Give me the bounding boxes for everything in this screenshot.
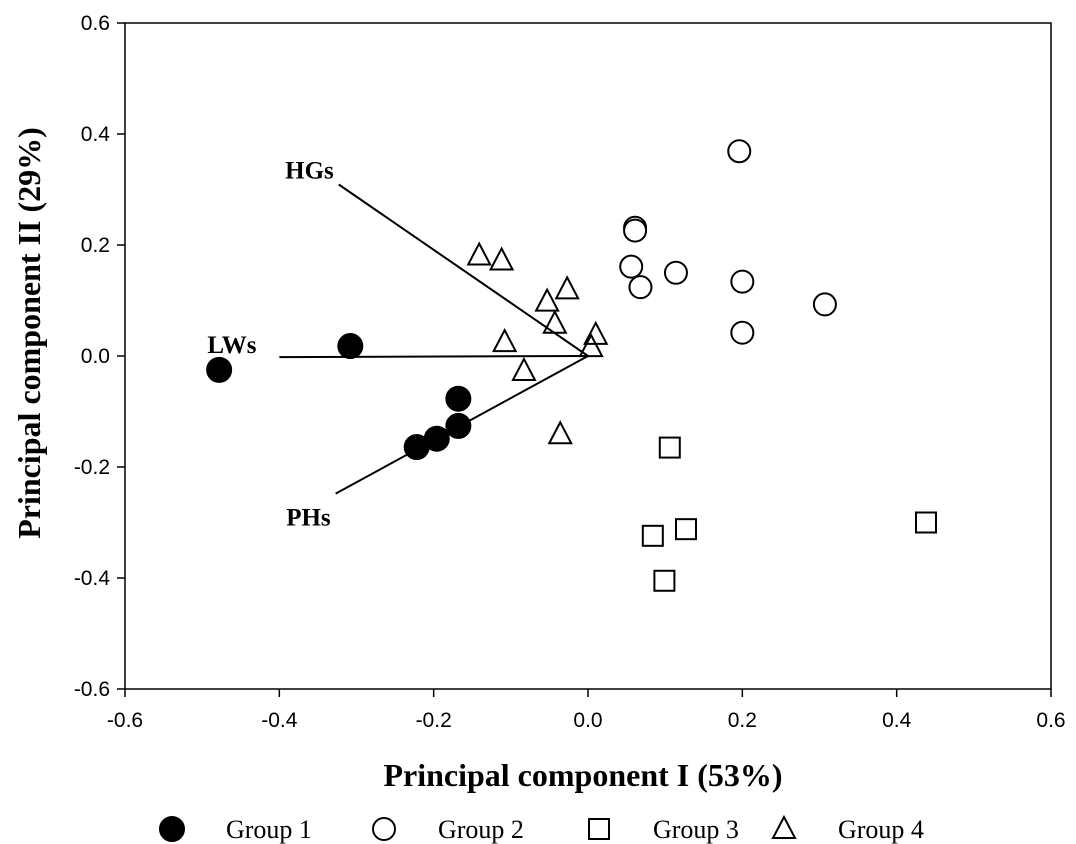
group-2-point bbox=[727, 139, 752, 164]
legend-label-group-1: Group 1 bbox=[226, 815, 312, 844]
x-tick-label: -0.4 bbox=[261, 709, 298, 732]
group-3-point bbox=[653, 569, 676, 592]
group-2-point bbox=[663, 260, 688, 285]
group-2-point bbox=[623, 218, 648, 243]
x-tick-label: 0.0 bbox=[573, 709, 602, 732]
legend-marker-group-3 bbox=[588, 818, 610, 840]
x-tick-label: 0.2 bbox=[728, 709, 757, 732]
vector-lws bbox=[279, 355, 589, 359]
vector-label: LWs bbox=[207, 332, 256, 359]
y-axis-ticks: -0.6 -0.4 -0.2 0.0 0.2 0.4 0.6 bbox=[74, 12, 125, 701]
group-4-point bbox=[578, 332, 604, 358]
group-4-point bbox=[511, 356, 537, 381]
x-tick-label: -0.6 bbox=[107, 709, 143, 732]
y-tick-label: 0.4 bbox=[81, 123, 111, 146]
y-tick-label: -0.4 bbox=[74, 567, 111, 590]
vector-hgs bbox=[338, 183, 589, 357]
x-axis-ticks: -0.6 -0.4 -0.2 0.0 0.2 0.4 0.6 bbox=[107, 689, 1066, 732]
x-tick-label: 0.4 bbox=[882, 709, 912, 732]
group-4-point bbox=[466, 241, 492, 266]
group-3-point bbox=[641, 524, 664, 547]
x-tick-label: -0.2 bbox=[416, 709, 452, 732]
group-1-point bbox=[445, 385, 472, 412]
group-1-point bbox=[445, 412, 472, 439]
group-3-point bbox=[658, 436, 681, 459]
group-2-point bbox=[619, 254, 644, 279]
group-2-point bbox=[730, 269, 755, 294]
group-1-point bbox=[337, 333, 364, 360]
group-2-point bbox=[730, 320, 755, 345]
group-3-point bbox=[914, 511, 937, 534]
group-4-point bbox=[554, 275, 580, 300]
y-tick-label: 0.2 bbox=[81, 234, 110, 257]
group-3-point bbox=[675, 518, 698, 541]
y-axis-title: Principal component II (29%) bbox=[11, 127, 47, 539]
vector-label: HGs bbox=[285, 158, 334, 185]
x-tick-label: 0.6 bbox=[1036, 709, 1065, 732]
y-tick-label: -0.6 bbox=[74, 678, 110, 701]
legend: Group 1 Group 2 Group 3 Group 4 bbox=[159, 814, 924, 844]
legend-label-group-3: Group 3 bbox=[653, 815, 739, 844]
y-tick-label: -0.2 bbox=[74, 456, 110, 479]
legend-label-group-4: Group 4 bbox=[838, 815, 924, 844]
x-axis-title: Principal component I (53%) bbox=[383, 757, 782, 793]
data-points bbox=[206, 139, 937, 592]
y-tick-label: 0.0 bbox=[81, 345, 110, 368]
legend-marker-group-1 bbox=[159, 816, 185, 842]
group-1-point bbox=[206, 356, 233, 383]
vector-label: PHs bbox=[286, 505, 331, 532]
group-4-point bbox=[492, 327, 518, 353]
legend-marker-group-2 bbox=[372, 817, 396, 841]
group-4-point bbox=[542, 309, 568, 334]
group-4-point bbox=[534, 287, 560, 312]
loading-vectors: HGs LWs PHs bbox=[207, 158, 589, 532]
legend-label-group-2: Group 2 bbox=[438, 815, 524, 844]
group-4-point bbox=[488, 246, 515, 271]
group-1-point bbox=[403, 434, 430, 461]
group-4-point bbox=[547, 420, 573, 445]
y-tick-label: 0.6 bbox=[81, 12, 110, 35]
group-2-point bbox=[812, 292, 837, 317]
group-2-point bbox=[628, 275, 653, 300]
legend-marker-group-4 bbox=[771, 814, 797, 839]
